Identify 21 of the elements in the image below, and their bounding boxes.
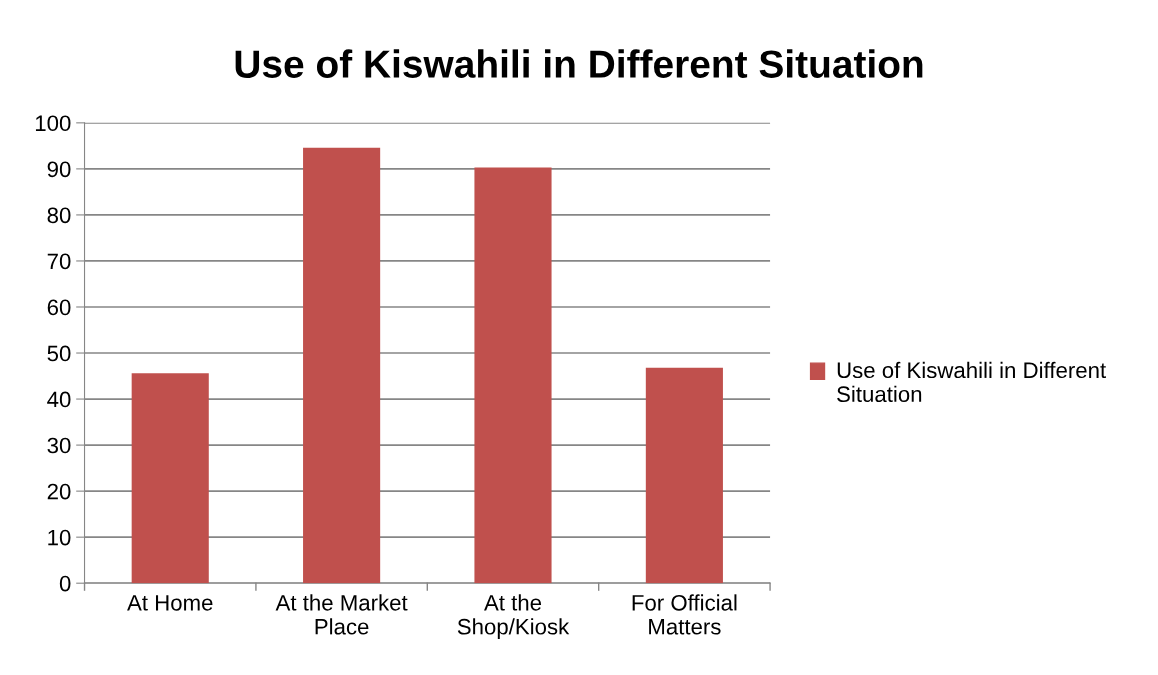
y-tick-label: 90 [47,161,71,178]
y-tick-label: 20 [47,483,71,500]
y-tick-label: 0 [59,575,71,592]
x-tick-label: At the Market Place [275,594,408,635]
bar [474,167,552,584]
chart-title: Use of Kiswahili in Different Situation [235,49,923,78]
y-tick-label: 60 [47,299,71,316]
x-tick-label: At Home [127,595,213,611]
x-tick-label: At the Shop/Kiosk [457,594,570,639]
bar [131,373,209,584]
y-tick-label: 100 [35,115,71,132]
y-tick-label: 40 [47,391,71,408]
y-tick-label: 70 [47,253,71,270]
y-tick-label: 30 [47,437,71,454]
bar [645,367,723,584]
y-tick-label: 80 [47,207,71,224]
y-tick-label: 50 [47,345,71,362]
bar [303,147,381,584]
x-tick-label: For Official Matters [632,594,737,635]
y-tick-label: 10 [48,529,71,546]
legend-label: Use of Kiswahili in Different Situation [837,361,1106,403]
